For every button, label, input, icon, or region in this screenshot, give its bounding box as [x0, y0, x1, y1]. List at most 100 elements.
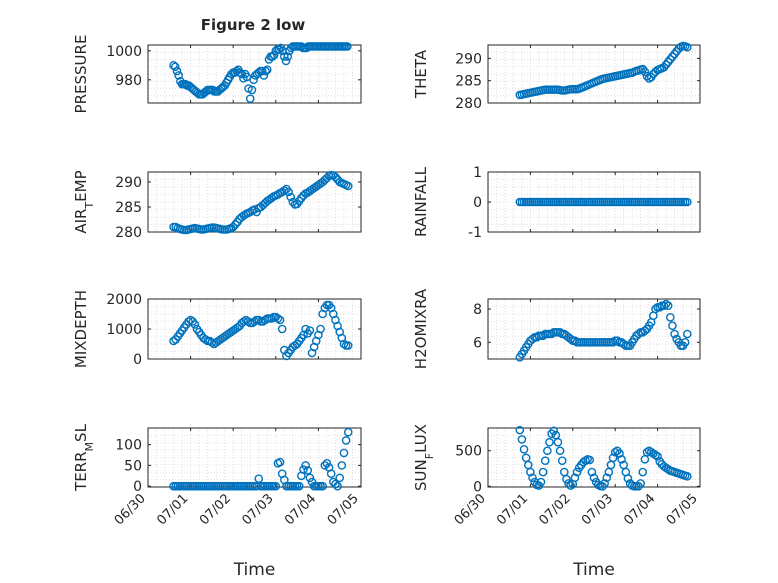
data-point [661, 299, 671, 309]
y-tick-label: 290 [455, 51, 482, 67]
data-point [655, 303, 665, 312]
data-point [301, 461, 310, 470]
x-tick-label: 07/02 [537, 491, 574, 528]
data-point [343, 427, 353, 437]
data-point [651, 450, 660, 460]
data-point [670, 329, 679, 339]
subplot-5: 0 1000 2000 MIXDEPTH [72, 290, 362, 368]
data-point [305, 473, 315, 483]
data-point [239, 211, 249, 220]
y-tick-label: 980 [115, 73, 142, 89]
y-tick-label: 290 [115, 175, 142, 191]
y-axis-label: SUNFLUX [412, 424, 436, 491]
data-point [261, 66, 270, 76]
data-point [275, 315, 285, 325]
subplot-6: 6 8 H2OMIXRA [412, 288, 701, 369]
data-point [543, 446, 552, 456]
y-axis-label: H2OMIXRA [412, 288, 430, 369]
x-axis-label: Time [233, 560, 276, 580]
data-point [280, 186, 289, 195]
data-point [526, 467, 535, 477]
data-point [343, 181, 353, 191]
data-point [602, 473, 612, 483]
data-point [587, 467, 597, 477]
axes-box [487, 427, 701, 488]
data-point [549, 426, 559, 436]
data-point [566, 334, 575, 344]
data-point [540, 456, 550, 465]
data-point [174, 71, 183, 80]
data-point [589, 473, 599, 483]
data-point [275, 457, 285, 467]
y-tick-label: 285 [115, 200, 142, 216]
data-point [517, 435, 527, 444]
series-points [169, 170, 353, 235]
data-point [640, 326, 650, 335]
y-axis-label: PRESSURE [72, 35, 90, 114]
y-tick-label: 1000 [106, 322, 142, 338]
data-point [572, 467, 582, 477]
data-point [335, 473, 345, 483]
data-point [638, 467, 648, 477]
data-point [613, 336, 622, 345]
data-point [600, 479, 609, 488]
x-tick-label: 06/30 [112, 491, 149, 528]
series-points [515, 425, 692, 491]
data-point [682, 42, 692, 52]
data-point [519, 445, 529, 454]
data-point [634, 329, 643, 339]
data-point [288, 197, 298, 207]
y-tick-label: -1 [468, 225, 482, 241]
data-point [284, 187, 293, 197]
data-point [343, 42, 352, 51]
data-point [283, 52, 293, 61]
data-point [668, 321, 677, 330]
data-point [320, 461, 330, 470]
data-point [339, 448, 349, 458]
series-points [169, 42, 352, 103]
data-point [326, 469, 336, 479]
y-tick-label: 280 [455, 96, 482, 112]
data-point [644, 446, 654, 456]
figure-title: Figure 2 low [201, 16, 306, 34]
data-point [172, 66, 182, 76]
data-point [331, 172, 340, 182]
data-point [538, 467, 548, 477]
subplot-2: 280 285 290 THETA [412, 41, 701, 112]
x-tick-label: 07/03 [240, 491, 277, 528]
y-tick-label: 1 [473, 165, 482, 181]
data-point [245, 207, 255, 217]
y-tick-label: 100 [115, 438, 142, 454]
axes-box [487, 298, 701, 360]
data-point [333, 481, 342, 491]
data-point [553, 437, 563, 447]
data-point [286, 192, 296, 202]
data-point [273, 190, 283, 199]
data-point [521, 453, 531, 463]
axes-box [147, 171, 362, 233]
y-tick-label: 285 [455, 74, 482, 90]
data-point [242, 72, 252, 82]
axes-box [487, 44, 701, 104]
data-point [564, 479, 573, 488]
data-point [297, 193, 306, 203]
y-tick-label: 6 [473, 335, 482, 351]
data-point [245, 94, 255, 103]
data-point [339, 339, 349, 349]
data-point [243, 317, 253, 326]
x-tick-label: 06/30 [452, 491, 489, 528]
data-point [682, 329, 692, 339]
data-point [653, 452, 662, 461]
data-point [661, 463, 671, 473]
data-point [682, 197, 692, 207]
data-point [651, 304, 660, 314]
data-point [280, 52, 289, 61]
data-point [190, 320, 200, 329]
series-points [515, 41, 692, 100]
y-tick-label: 280 [115, 225, 142, 241]
axes-box [147, 44, 362, 104]
data-point [555, 446, 565, 456]
x-tick-label: 07/04 [282, 491, 319, 528]
